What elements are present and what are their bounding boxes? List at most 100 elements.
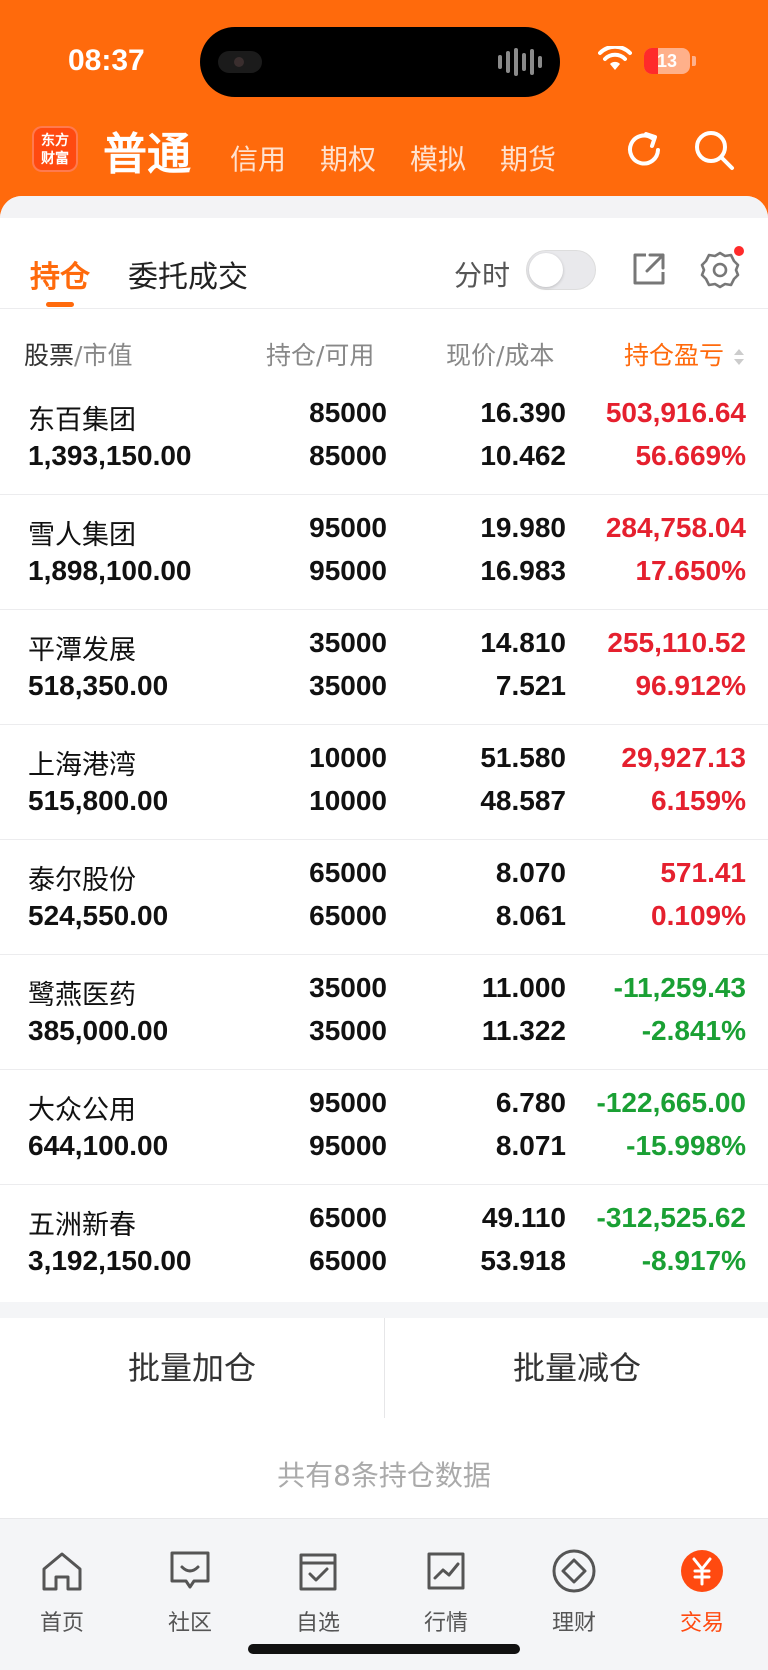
current-price: 51.580 — [480, 742, 566, 773]
tabbar-market[interactable]: 行情 — [396, 1547, 496, 1637]
tabbar-wealth[interactable]: 理财 — [524, 1547, 624, 1637]
position: 35000 — [309, 972, 387, 1003]
current-price: 6.780 — [495, 1087, 566, 1118]
app-logo: 东方财富 — [32, 126, 78, 172]
col-head-position[interactable]: 持仓/可用 — [266, 341, 375, 370]
tabbar-community[interactable]: 社区 — [140, 1547, 240, 1637]
row-divider — [0, 839, 768, 840]
profit-loss-pct: -15.998% — [626, 1130, 746, 1161]
market-value: 518,350.00 — [28, 670, 169, 701]
tab-orders[interactable]: 委托成交 — [128, 260, 248, 295]
yuan-icon — [681, 1550, 723, 1592]
battery-tip — [692, 56, 696, 66]
refresh-icon[interactable] — [622, 128, 666, 172]
search-icon[interactable] — [692, 128, 736, 172]
chat-icon — [170, 1551, 210, 1589]
share-icon[interactable] — [630, 250, 668, 288]
row-divider — [0, 609, 768, 610]
current-price: 8.070 — [495, 857, 566, 888]
tab-holdings[interactable]: 持仓 — [30, 260, 90, 295]
batch-reduce-button[interactable]: 批量减仓 — [385, 1318, 768, 1428]
cost-price: 11.322 — [481, 1015, 566, 1046]
available: 35000 — [309, 670, 387, 701]
tabbar-label: 社区 — [167, 1611, 212, 1636]
time-share-toggle[interactable] — [526, 250, 596, 290]
profit-loss: 284,758.04 — [605, 512, 746, 543]
dynamic-island — [200, 27, 560, 97]
home-indicator — [248, 1644, 520, 1654]
sort-icon — [733, 349, 744, 365]
holding-row[interactable]: 鹭燕医药 385,000.00 35000 35000 11.000 11.32… — [0, 955, 768, 1070]
profit-loss: 255,110.52 — [607, 627, 746, 658]
stock-name: 鹭燕医药 — [28, 980, 136, 1011]
current-price: 49.110 — [481, 1202, 566, 1233]
active-tab-indicator — [46, 302, 74, 307]
holding-row[interactable]: 上海港湾 515,800.00 10000 10000 51.580 48.58… — [0, 725, 768, 840]
current-price: 19.980 — [480, 512, 566, 543]
col-head-stock[interactable]: 股票/市值 — [24, 336, 132, 372]
profit-loss: 503,916.64 — [605, 397, 746, 428]
divider — [0, 308, 768, 309]
profit-loss-pct: -2.841% — [641, 1015, 746, 1046]
current-price: 16.390 — [480, 397, 566, 428]
subtab-bar: 持仓 委托成交 分时 — [0, 230, 768, 310]
position: 65000 — [309, 857, 387, 888]
available: 95000 — [309, 1130, 387, 1161]
stock-name: 平潭发展 — [28, 635, 136, 666]
batch-divider — [384, 1318, 385, 1418]
battery-icon: 13 — [644, 48, 690, 74]
settings-gear-icon[interactable] — [700, 250, 740, 290]
tab-simulation[interactable]: 模拟 — [410, 143, 467, 176]
holdings-count: 共有8条持仓数据 — [277, 1459, 491, 1492]
market-value: 524,550.00 — [28, 900, 169, 931]
batch-add-button[interactable]: 批量加仓 — [0, 1318, 384, 1428]
notification-dot — [734, 246, 744, 256]
row-divider — [0, 494, 768, 495]
available: 10000 — [309, 785, 387, 816]
tabbar-label: 行情 — [423, 1611, 468, 1636]
tab-normal[interactable]: 普通 — [103, 129, 191, 180]
tabbar-label: 交易 — [679, 1611, 724, 1636]
col-head-pl[interactable]: 持仓盈亏 — [624, 336, 746, 372]
available: 95000 — [309, 555, 387, 586]
row-divider — [0, 1184, 768, 1185]
tabbar-trade[interactable]: 交易 — [652, 1547, 752, 1637]
tabbar-watchlist[interactable]: 自选 — [268, 1547, 368, 1637]
camera-icon — [218, 51, 262, 73]
cost-price: 10.462 — [480, 440, 566, 471]
wifi-icon — [598, 46, 632, 70]
position: 10000 — [309, 742, 387, 773]
position: 95000 — [309, 512, 387, 543]
holding-row[interactable]: 东百集团 1,393,150.00 85000 85000 16.390 10.… — [0, 380, 768, 495]
profit-loss: -312,525.62 — [596, 1202, 746, 1233]
tab-futures[interactable]: 期货 — [500, 143, 557, 176]
tabbar-home[interactable]: 首页 — [12, 1547, 112, 1637]
profit-loss-pct: -8.917% — [641, 1245, 746, 1276]
available: 65000 — [309, 1245, 387, 1276]
holding-row[interactable]: 平潭发展 518,350.00 35000 35000 14.810 7.521… — [0, 610, 768, 725]
profit-loss: -122,665.00 — [596, 1087, 746, 1118]
cost-price: 8.071 — [495, 1130, 566, 1161]
stock-name: 大众公用 — [28, 1095, 136, 1126]
row-divider — [0, 1069, 768, 1070]
current-price: 11.000 — [481, 972, 566, 1003]
profit-loss-pct: 6.159% — [651, 785, 746, 816]
row-divider — [0, 724, 768, 725]
market-value: 385,000.00 — [28, 1015, 169, 1046]
col-head-price[interactable]: 现价/成本 — [446, 341, 555, 370]
cost-price: 7.521 — [495, 670, 566, 701]
stock-name: 上海港湾 — [28, 750, 136, 781]
col-head-pl-label: 持仓盈亏 — [624, 341, 725, 370]
available: 65000 — [309, 900, 387, 931]
holding-row[interactable]: 五洲新春 3,192,150.00 65000 65000 49.110 53.… — [0, 1185, 768, 1300]
holding-row[interactable]: 大众公用 644,100.00 95000 95000 6.780 8.071 … — [0, 1070, 768, 1185]
home-icon — [42, 1552, 82, 1591]
tab-credit[interactable]: 信用 — [230, 143, 287, 176]
tab-options[interactable]: 期权 — [320, 143, 377, 176]
position: 35000 — [309, 627, 387, 658]
time-share-label: 分时 — [454, 259, 511, 292]
holding-row[interactable]: 泰尔股份 524,550.00 65000 65000 8.070 8.061 … — [0, 840, 768, 955]
section-gap — [0, 1302, 768, 1318]
cost-price: 16.983 — [480, 555, 566, 586]
holding-row[interactable]: 雪人集团 1,898,100.00 95000 95000 19.980 16.… — [0, 495, 768, 610]
